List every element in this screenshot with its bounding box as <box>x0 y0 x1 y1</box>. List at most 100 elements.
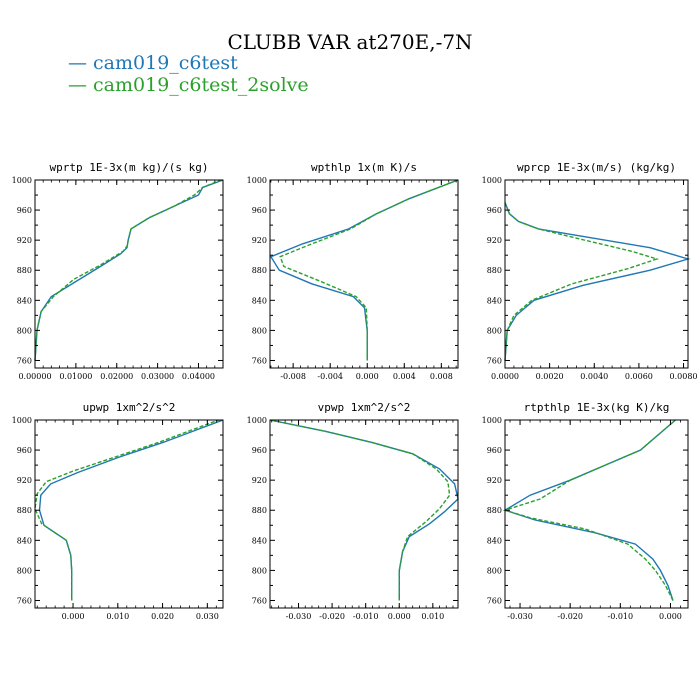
plot-frame <box>34 179 224 369</box>
y-tick-label: 920 <box>252 476 267 485</box>
series-line-cam019-c6test-2solve <box>34 419 219 601</box>
y-tick-label: 920 <box>17 236 32 245</box>
plot-frame <box>269 179 459 369</box>
legend-entry-cam019-c6test-2solve: — cam019_c6test_2solve <box>68 74 309 96</box>
y-tick-label: 800 <box>252 566 267 575</box>
y-tick-label: 800 <box>487 326 502 335</box>
x-tick-label: 0.00000 <box>18 372 51 381</box>
panel-title: wprtp 1E-3x(m kg)/(s kg) <box>50 161 209 174</box>
y-tick-label: 880 <box>487 266 502 275</box>
series-line-cam019-c6test-2solve <box>502 419 676 601</box>
plot-frame <box>269 419 459 609</box>
y-tick-label: 760 <box>17 356 32 365</box>
series-line-cam019-c6test <box>269 179 459 361</box>
y-tick-label: 920 <box>487 236 502 245</box>
y-tick-label: 920 <box>252 236 267 245</box>
panel-title: wpthlp 1x(m K)/s <box>311 161 417 174</box>
y-tick-label: 880 <box>17 506 32 515</box>
plot-frame <box>504 179 689 369</box>
x-tick-label: 0.010 <box>421 612 444 621</box>
x-tick-label: 0.030 <box>196 612 219 621</box>
x-tick-label: 0.010 <box>106 612 129 621</box>
chart-panel-6: rtpthlp 1E-3x(kg K)/kg 760 800 840 880 920 960… <box>482 401 689 621</box>
chart-panel-2: wpthlp 1x(m K)/s 760 800 840 880 920 960 1000 -0… <box>247 161 459 381</box>
y-tick-label: 840 <box>17 296 32 305</box>
x-tick-label: 0.008 <box>430 372 453 381</box>
x-tick-label: 0.0040 <box>580 372 608 381</box>
y-tick-label: 800 <box>17 566 32 575</box>
series-line-cam019-c6test-2solve <box>34 179 222 361</box>
x-tick-label: 0.000 <box>356 372 379 381</box>
series-line-cam019-c6test <box>38 419 224 601</box>
chart-panel-3: wprcp 1E-3x(m/s) (kg/kg) 760 800 840 880 920 9… <box>482 161 698 381</box>
series-line-cam019-c6test-2solve <box>279 179 459 361</box>
x-tick-label: 0.020 <box>151 612 174 621</box>
x-tick-label: 0.03000 <box>141 372 174 381</box>
y-tick-label: 880 <box>252 506 267 515</box>
plot-frame <box>504 419 689 609</box>
x-tick-label: 0.01000 <box>59 372 92 381</box>
x-tick-label: -0.020 <box>319 612 345 621</box>
y-tick-label: 840 <box>17 536 32 545</box>
y-tick-label: 960 <box>487 206 502 215</box>
panel-title: rtpthlp 1E-3x(kg K)/kg <box>524 401 670 414</box>
y-tick-label: 840 <box>487 296 502 305</box>
series-line-cam019-c6test <box>503 419 676 601</box>
y-tick-label: 880 <box>252 266 267 275</box>
y-tick-label: 760 <box>487 596 502 605</box>
y-tick-label: 960 <box>487 446 502 455</box>
x-tick-label: 0.000 <box>388 612 411 621</box>
plot-frame <box>34 419 224 609</box>
x-tick-label: 0.0020 <box>536 372 564 381</box>
x-tick-label: 0.02000 <box>100 372 133 381</box>
y-tick-label: 760 <box>252 596 267 605</box>
y-tick-label: 920 <box>17 476 32 485</box>
x-tick-label: -0.010 <box>608 612 634 621</box>
y-tick-label: 960 <box>252 206 267 215</box>
y-tick-label: 1000 <box>247 416 267 425</box>
series-line-cam019-c6test-2solve <box>269 419 451 601</box>
y-tick-label: 800 <box>252 326 267 335</box>
y-tick-label: 840 <box>252 536 267 545</box>
series-line-cam019-c6test <box>269 419 459 601</box>
x-tick-label: 0.0000 <box>491 372 519 381</box>
y-tick-label: 760 <box>487 356 502 365</box>
x-tick-label: -0.004 <box>317 372 343 381</box>
y-tick-label: 880 <box>17 266 32 275</box>
y-tick-label: 960 <box>252 446 267 455</box>
x-tick-label: 0.000 <box>62 612 85 621</box>
x-tick-label: 0.000 <box>659 612 682 621</box>
series-line-cam019-c6test <box>34 179 224 361</box>
y-tick-label: 920 <box>487 476 502 485</box>
y-tick-label: 1000 <box>12 416 32 425</box>
y-tick-label: 1000 <box>482 416 502 425</box>
y-tick-label: 960 <box>17 206 32 215</box>
x-tick-label: -0.030 <box>286 612 312 621</box>
page-title: CLUBB VAR at270E,-7N <box>227 30 473 54</box>
chart-panel-5: vpwp 1xm^2/s^2 760 800 840 880 920 960 1000 -0.0… <box>247 401 459 621</box>
x-tick-label: -0.010 <box>353 612 379 621</box>
y-tick-label: 800 <box>487 566 502 575</box>
y-tick-label: 880 <box>487 506 502 515</box>
y-tick-label: 760 <box>252 356 267 365</box>
y-tick-label: 840 <box>487 536 502 545</box>
x-tick-label: 0.0080 <box>670 372 698 381</box>
series-line-cam019-c6test-2solve <box>504 202 660 361</box>
y-tick-label: 760 <box>17 596 32 605</box>
panel-title: upwp 1xm^2/s^2 <box>83 401 176 414</box>
y-tick-label: 1000 <box>12 176 32 185</box>
x-tick-label: 0.0060 <box>625 372 653 381</box>
x-tick-label: -0.020 <box>557 612 583 621</box>
panel-title: wprcp 1E-3x(m/s) (kg/kg) <box>517 161 676 174</box>
legend-entry-cam019-c6test: — cam019_c6test <box>68 52 238 74</box>
x-tick-label: -0.008 <box>280 372 306 381</box>
panel-title: vpwp 1xm^2/s^2 <box>318 401 411 414</box>
y-tick-label: 1000 <box>482 176 502 185</box>
chart-panel-4: upwp 1xm^2/s^2 760 800 840 880 920 960 1000 0.00… <box>12 401 224 621</box>
chart-panel-1: wprtp 1E-3x(m kg)/(s kg) 760 800 840 880 920 9… <box>12 161 224 381</box>
x-tick-label: 0.04000 <box>182 372 215 381</box>
x-tick-label: 0.004 <box>393 372 416 381</box>
y-tick-label: 1000 <box>247 176 267 185</box>
x-tick-label: -0.030 <box>507 612 533 621</box>
